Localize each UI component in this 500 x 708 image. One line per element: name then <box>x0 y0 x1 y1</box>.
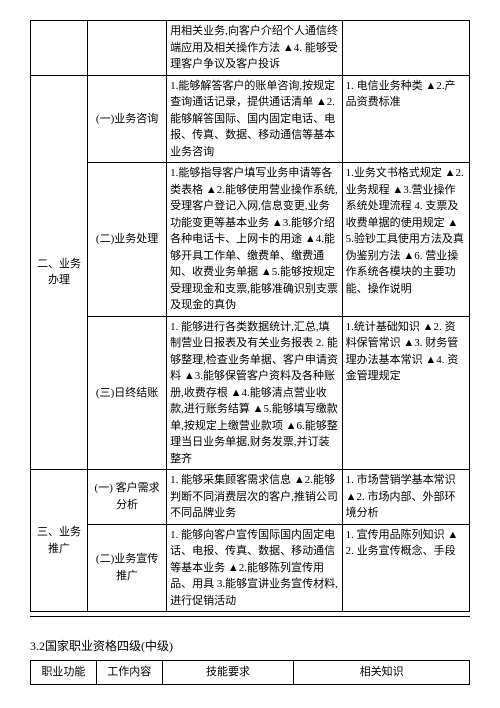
function-cell: 二、业务办理 <box>31 75 88 470</box>
table-row: (二)业务宣传推广 1. 能够向客户宣传国际国内固定电话、电报、传真、数据、移动… <box>31 524 470 612</box>
skill-cell: 1. 能够采集顾客需求信息 ▲2.能够判断不同消费层次的客户,推销公司不同品牌业… <box>167 470 343 525</box>
function-cell: 三、业务推广 <box>31 470 88 612</box>
header-cell: 技能要求 <box>162 661 294 685</box>
table-row: (三)日终结账 1. 能够进行各类数据统计,汇总,填制营业日报表及有关业务报表 … <box>31 316 470 470</box>
table-row: 职业功能 工作内容 技能要求 相关知识 <box>31 661 470 685</box>
header-cell: 工作内容 <box>96 661 162 685</box>
skill-cell: 1.能够解答客户的账单咨询,按规定查询通话记录，提供通话清单 ▲2.能够解答国际… <box>167 75 343 163</box>
knowledge-cell <box>342 21 469 76</box>
content-cell: (二)业务宣传推广 <box>88 524 167 612</box>
knowledge-cell: 1. 市场营销学基本常识 ▲2. 市场内部、外部环境分析 <box>342 470 469 525</box>
skill-cell: 用相关业务,向客户介绍个人通信终端应用及相关操作方法 ▲4. 能够受理客户争议及… <box>167 21 343 76</box>
knowledge-cell: 1.业务文书格式规定 ▲2. 业务规程 ▲3.营业操作系统处理流程 4. 支票及… <box>342 163 469 317</box>
knowledge-cell: 1. 宣传用品陈列知识 ▲2. 业务宣传概念、手段 <box>342 524 469 612</box>
skill-cell: 1. 能够进行各类数据统计,汇总,填制营业日报表及有关业务报表 2. 能够整理,… <box>167 316 343 470</box>
header-table: 职业功能 工作内容 技能要求 相关知识 <box>30 660 470 685</box>
content-cell: (三)日终结账 <box>88 316 167 470</box>
table-row: 用相关业务,向客户介绍个人通信终端应用及相关操作方法 ▲4. 能够受理客户争议及… <box>31 21 470 76</box>
knowledge-cell: 1. 电信业务种类 ▲2.产品资费标准 <box>342 75 469 163</box>
knowledge-cell: 1.统计基础知识 ▲2. 资料保管常识 ▲3. 财务管理办法基本常识 ▲4. 资… <box>342 316 469 470</box>
header-cell: 职业功能 <box>31 661 97 685</box>
table-row: (二)业务处理 1.能够指导客户填写业务申请等各类表格 ▲2.能够使用营业操作系… <box>31 163 470 317</box>
content-cell: (一) 客户需求分析 <box>88 470 167 525</box>
section-title: 3.2国家职业资格四级(中级) <box>30 637 470 654</box>
table-row: 二、业务办理 (一)业务咨询 1.能够解答客户的账单咨询,按规定查询通话记录，提… <box>31 75 470 163</box>
skill-cell: 1. 能够向客户宣传国际国内固定电话、电报、传真、数据、移动通信等基本业务 ▲2… <box>167 524 343 612</box>
main-content-table: 用相关业务,向客户介绍个人通信终端应用及相关操作方法 ▲4. 能够受理客户争议及… <box>30 20 470 612</box>
divider <box>30 616 470 617</box>
table-row: 三、业务推广 (一) 客户需求分析 1. 能够采集顾客需求信息 ▲2.能够判断不… <box>31 470 470 525</box>
skill-cell: 1.能够指导客户填写业务申请等各类表格 ▲2.能够使用营业操作系统,受理客户登记… <box>167 163 343 317</box>
content-cell: (二)业务处理 <box>88 163 167 317</box>
content-cell: (一)业务咨询 <box>88 75 167 163</box>
header-cell: 相关知识 <box>294 661 470 685</box>
